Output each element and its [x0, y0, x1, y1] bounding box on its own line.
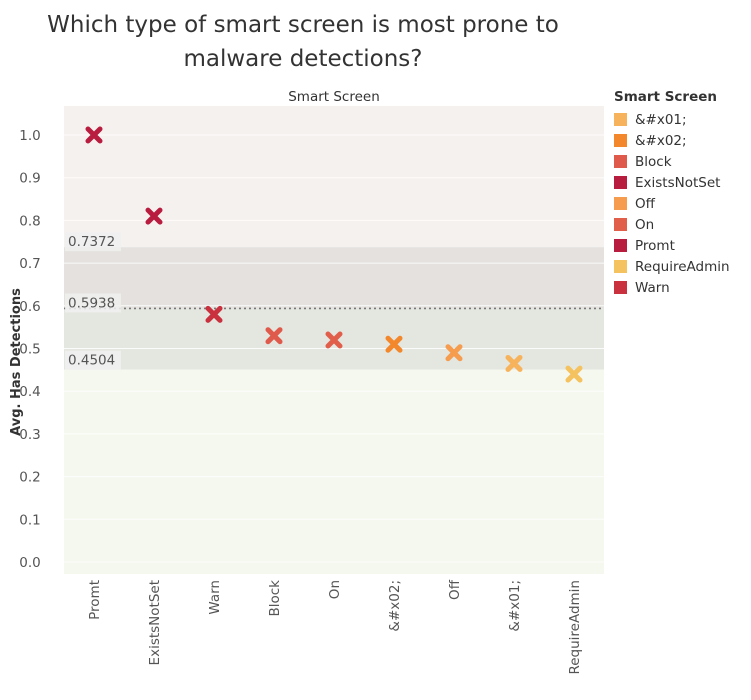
y-axis-label: Avg. Has Detections [9, 288, 24, 436]
y-tick-label-7: 0.7 [19, 256, 40, 272]
y-tick-label-3: 0.3 [19, 427, 40, 443]
data-point-RequireAdmin-8 [565, 365, 583, 383]
reference-label-0: 0.7372 [68, 234, 115, 250]
legend-swatch [614, 218, 627, 231]
x-tick-label-2: Warn [207, 580, 223, 615]
legend-item[interactable]: RequireAdmin [614, 256, 730, 277]
data-point-ExistsNotSet-1 [145, 207, 163, 225]
legend-item-label: Promt [635, 237, 675, 254]
chart-title: Which type of smart screen is most prone… [0, 8, 606, 76]
reference-label-1: 0.5938 [68, 295, 115, 311]
x-tick-label-0: Promt [87, 580, 103, 620]
data-point-Promt-0 [85, 126, 103, 144]
legend-title: Smart Screen [614, 89, 718, 105]
y-tick-label-4: 0.4 [19, 384, 40, 400]
data-point-Off-6 [445, 344, 463, 362]
legend-item[interactable]: &#x01; [614, 109, 730, 130]
reference-label-bg-1 [65, 293, 121, 313]
y-tick-label-1: 0.1 [19, 512, 40, 528]
legend-item[interactable]: Promt [614, 235, 730, 256]
x-tick-label-8: RequireAdmin [567, 580, 583, 675]
y-tick-label-6: 0.6 [19, 299, 40, 315]
legend-swatch [614, 176, 627, 189]
legend-item[interactable]: &#x02; [614, 130, 730, 151]
band-upper [64, 247, 604, 309]
x-tick-label-1: ExistsNotSet [147, 580, 163, 665]
x-tick-label-7: &#x01; [507, 580, 523, 632]
y-tick-label-9: 0.9 [19, 171, 40, 187]
y-tick-label-10: 1.0 [19, 128, 40, 144]
data-point-x01-7 [505, 354, 523, 372]
data-point-Block-3 [265, 327, 283, 345]
legend-swatch [614, 134, 627, 147]
legend-swatch [614, 155, 627, 168]
legend-item-label: Block [635, 153, 672, 170]
y-tick-label-8: 0.8 [19, 213, 40, 229]
y-tick-label-2: 0.2 [19, 470, 40, 486]
data-point-x02-5 [385, 335, 403, 353]
reference-label-bg-2 [65, 350, 121, 370]
legend-item-label: On [635, 216, 655, 233]
y-tick-label-0: 0.0 [19, 555, 40, 571]
reference-label-bg-0 [65, 232, 121, 252]
legend-item[interactable]: Warn [614, 277, 730, 298]
legend-item[interactable]: Block [614, 151, 730, 172]
data-point-On-4 [325, 331, 343, 349]
legend-swatch [614, 281, 627, 294]
legend-swatch [614, 260, 627, 273]
band-bottom [64, 369, 604, 574]
data-point-Warn-2 [205, 305, 223, 323]
column-header: Smart Screen [288, 89, 380, 105]
x-tick-label-5: &#x02; [387, 580, 403, 632]
legend-swatch [614, 113, 627, 126]
legend-item[interactable]: On [614, 214, 730, 235]
x-tick-label-3: Block [267, 580, 283, 617]
legend-item-label: Warn [635, 279, 670, 296]
x-tick-label-6: Off [447, 579, 463, 600]
legend-item[interactable]: ExistsNotSet [614, 172, 730, 193]
reference-label-2: 0.4504 [68, 353, 115, 369]
legend[interactable]: Smart Screen &#x01; &#x02; Block ExistsNotS… [614, 89, 730, 298]
legend-item-label: &#x02; [635, 132, 687, 149]
legend-swatch [614, 197, 627, 210]
y-tick-label-5: 0.5 [19, 342, 40, 358]
legend-item-label: Off [635, 195, 655, 212]
legend-item-label: &#x01; [635, 111, 687, 128]
legend-swatch [614, 239, 627, 252]
x-tick-label-4: On [327, 580, 343, 599]
legend-item-label: RequireAdmin [635, 258, 730, 275]
legend-items: &#x01; &#x02; Block ExistsNotSet Off On Promt R… [614, 109, 730, 298]
band-top [64, 106, 604, 248]
legend-item-label: ExistsNotSet [635, 174, 721, 191]
chart-title-line-1: Which type of smart screen is most prone… [47, 12, 559, 38]
chart-title-line-2: malware detections? [183, 46, 423, 72]
legend-item[interactable]: Off [614, 193, 730, 214]
